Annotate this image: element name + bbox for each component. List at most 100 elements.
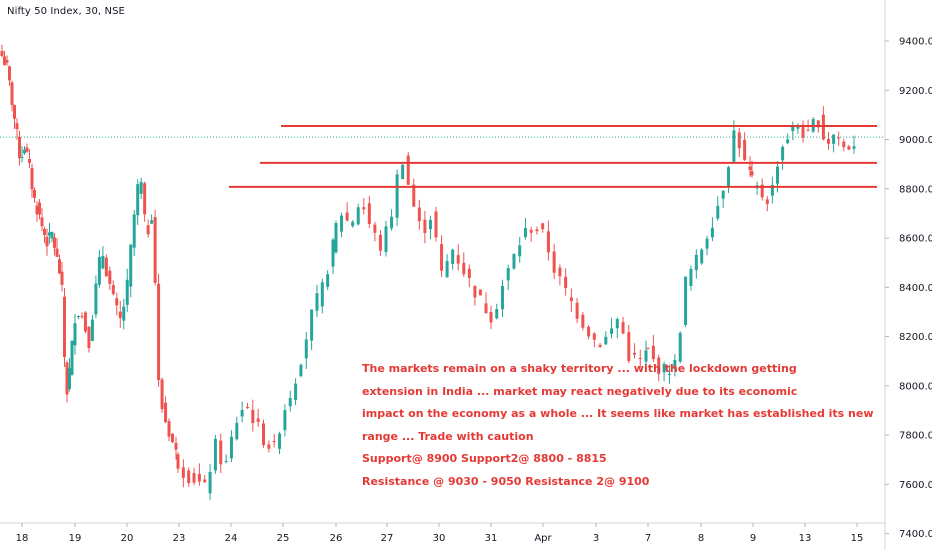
candle-body	[97, 256, 101, 285]
candle-body	[20, 157, 24, 159]
time-tick-label: 25	[277, 533, 290, 544]
candle-body	[278, 433, 282, 449]
candle-body	[806, 129, 810, 131]
candle-body	[43, 229, 46, 236]
candle-body	[35, 205, 39, 215]
candle-body	[506, 268, 510, 281]
candle-body	[604, 336, 608, 345]
candle-body	[48, 232, 51, 236]
candle-body	[87, 326, 91, 349]
candle-body	[581, 314, 585, 328]
candle-body	[362, 207, 366, 210]
candle-body	[192, 473, 196, 483]
candle-body	[23, 149, 26, 154]
candle-body	[610, 328, 614, 334]
candle-body	[529, 229, 533, 233]
candle-body	[73, 323, 77, 346]
candle-body	[104, 257, 108, 277]
candle-body	[160, 379, 164, 410]
candle-body	[5, 60, 9, 63]
candle-body	[644, 350, 648, 362]
candle-body	[373, 224, 377, 233]
candle-body	[518, 245, 522, 257]
candle-body	[633, 352, 637, 355]
candle-body	[58, 259, 61, 274]
candle-body	[791, 126, 795, 132]
candle-body	[132, 214, 136, 248]
candle-body	[197, 473, 201, 482]
candle-body	[40, 217, 44, 227]
candle-body	[65, 362, 69, 395]
candle-body	[108, 270, 112, 284]
time-axis[interactable]: 18 19 20 23 24 25 26 27 30 31 Apr 3 7 8 9 13 15	[0, 136, 885, 544]
candle-body	[727, 167, 731, 187]
candle-body	[451, 249, 455, 264]
candle-body	[101, 255, 105, 269]
candle-body	[10, 82, 14, 105]
annotation-text[interactable]: The markets remain on a shaky territory …	[362, 358, 874, 494]
candle-body	[240, 409, 244, 417]
candle-body	[367, 203, 371, 224]
candle-body	[615, 319, 619, 329]
candle-body	[251, 409, 255, 424]
candle-body	[50, 231, 54, 239]
annotation-line: Resistance @ 9030 - 9050 Resistance 2@ 9…	[362, 474, 650, 488]
price-tick-label: 8600.00	[899, 234, 932, 245]
candle-body	[60, 271, 64, 285]
candle-body	[750, 171, 754, 176]
price-axis[interactable]: 9400.00 9200.00 9000.00 8800.00 8600.00 8400.…	[884, 0, 932, 550]
horizontal-lines[interactable]	[229, 124, 877, 188]
candle-body	[657, 357, 661, 374]
candle-body	[0, 50, 4, 56]
candle-body	[340, 215, 344, 232]
price-tick-label: 9400.00	[899, 37, 932, 48]
candle-body	[176, 454, 180, 469]
candle-body	[587, 326, 591, 337]
candle-body	[827, 138, 830, 144]
price-tick-label: 9000.00	[899, 135, 932, 146]
candle-body	[187, 470, 191, 483]
candle-body	[552, 251, 556, 273]
time-tick-label: 15	[851, 533, 864, 544]
price-tick-label: 7400.00	[899, 529, 932, 540]
candle-body	[326, 274, 330, 287]
candle-body	[575, 302, 579, 319]
annotation-line: The markets remain on a shaky territory …	[362, 362, 797, 375]
candle-body	[760, 184, 764, 198]
candle-body	[115, 298, 119, 306]
time-tick-label: 8	[698, 533, 704, 544]
price-tick-label: 9200.00	[899, 86, 932, 97]
candle-body	[500, 285, 504, 310]
candle-body	[219, 440, 223, 465]
candle-body	[70, 340, 74, 375]
chart-title: Nifty 50 Index, 30, NSE	[7, 6, 125, 17]
annotation-line: Support@ 8900 Support2@ 8800 - 8815	[362, 452, 607, 466]
candle-body	[310, 309, 314, 341]
candle-body	[776, 166, 779, 184]
candle-body	[473, 285, 477, 298]
candle-body	[224, 461, 228, 463]
candle-body	[796, 125, 800, 129]
candle-body	[737, 132, 741, 149]
annotation-line: range ... Trade with caution	[362, 429, 534, 443]
candle-body	[638, 357, 642, 359]
candle-body	[18, 137, 21, 159]
candle-body	[721, 190, 725, 199]
time-tick-label: 19	[69, 533, 82, 544]
time-tick-label: 3	[593, 533, 599, 544]
candle-body	[288, 398, 292, 407]
time-tick-label: 31	[485, 533, 498, 544]
candle-body	[684, 276, 688, 325]
candle-body	[445, 261, 449, 277]
candle-body	[558, 267, 562, 277]
candle-body	[356, 207, 360, 225]
price-tick-label: 7800.00	[899, 431, 932, 442]
candle-body	[267, 444, 271, 449]
candle-body	[213, 438, 217, 471]
candle-body	[13, 105, 16, 119]
candle-body	[68, 367, 71, 389]
candle-body	[770, 184, 774, 196]
candle-body	[384, 226, 388, 252]
